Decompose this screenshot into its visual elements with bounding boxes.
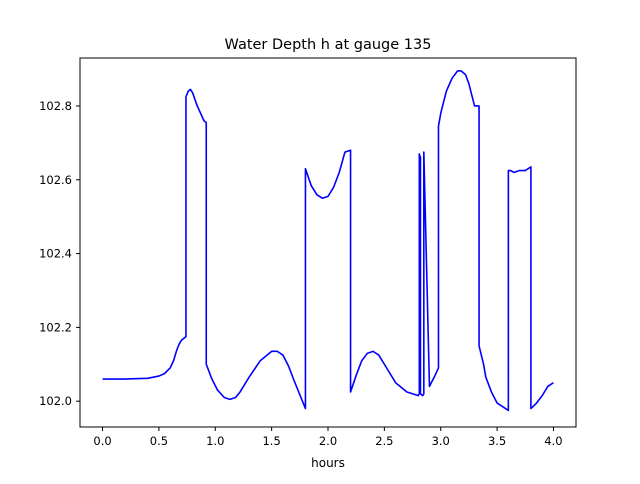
y-tick-label: 102.4 bbox=[39, 247, 72, 261]
x-axis-label: hours bbox=[311, 456, 345, 470]
series-line-h bbox=[102, 70, 554, 412]
x-tick-label: 3.5 bbox=[488, 434, 506, 448]
x-tick-label: 2.5 bbox=[375, 434, 393, 448]
x-tick-label: 4.0 bbox=[544, 434, 562, 448]
y-axis: 102.0 102.2 102.4 102.6 102.8 bbox=[39, 99, 80, 408]
y-tick-label: 102.0 bbox=[39, 394, 72, 408]
x-tick-label: 2.0 bbox=[319, 434, 337, 448]
plot-area bbox=[80, 58, 576, 427]
x-axis: 0.0 0.5 1.0 1.5 2.0 2.5 3.0 3.5 4.0 bbox=[93, 427, 563, 448]
y-tick-label: 102.2 bbox=[39, 320, 72, 334]
y-tick-label: 102.6 bbox=[39, 173, 72, 187]
x-tick-label: 1.0 bbox=[206, 434, 224, 448]
x-tick-label: 0.0 bbox=[93, 434, 111, 448]
chart-title: Water Depth h at gauge 135 bbox=[225, 37, 432, 53]
x-tick-label: 0.5 bbox=[150, 434, 168, 448]
series-layer bbox=[102, 70, 554, 412]
x-tick-label: 1.5 bbox=[262, 434, 280, 448]
x-tick-label: 3.0 bbox=[432, 434, 450, 448]
y-tick-label: 102.8 bbox=[39, 99, 72, 113]
